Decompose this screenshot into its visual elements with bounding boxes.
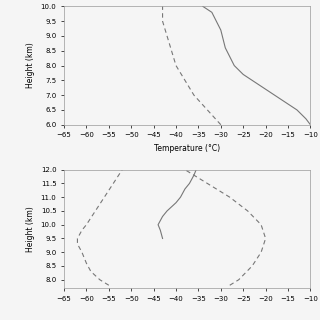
Y-axis label: Height (km): Height (km) [26, 43, 35, 88]
X-axis label: Temperature (°C): Temperature (°C) [154, 144, 220, 153]
Y-axis label: Height (km): Height (km) [26, 206, 35, 252]
